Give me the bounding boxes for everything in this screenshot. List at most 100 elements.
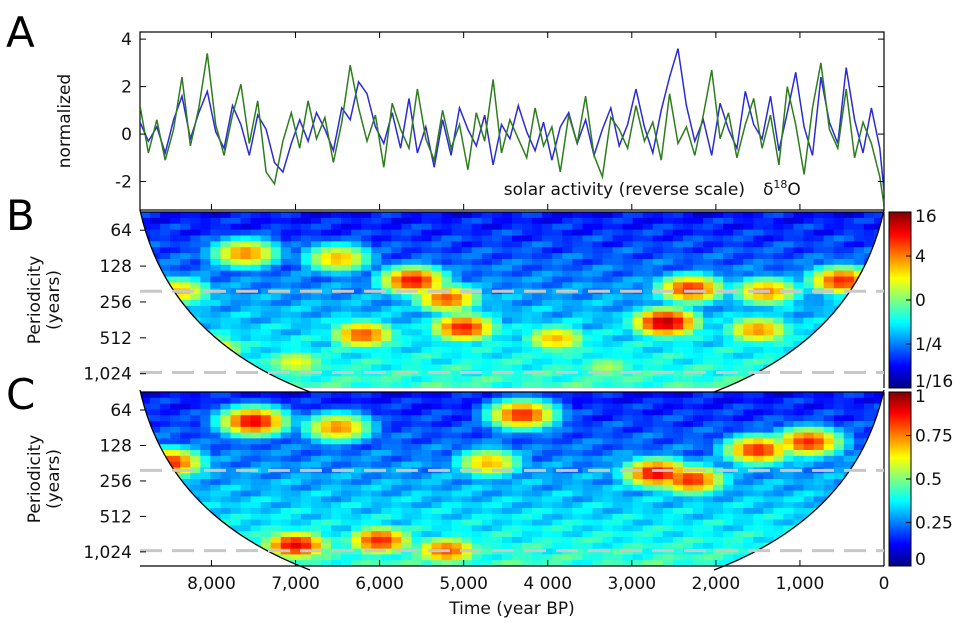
heat-cell — [552, 235, 563, 242]
heat-cell — [170, 444, 181, 451]
heat-cell — [250, 235, 262, 242]
colorbar-label-b-1: 4 — [915, 247, 926, 267]
ytick-label-b-4: 1,024 — [83, 365, 132, 385]
heat-cell — [210, 484, 222, 492]
heat-cell — [652, 364, 664, 371]
heat-cell — [813, 241, 825, 248]
heat-cell — [813, 300, 825, 307]
heat-cell — [662, 300, 674, 307]
heat-cell — [602, 364, 614, 371]
heat-cell — [411, 276, 423, 283]
heat-cell — [411, 300, 423, 307]
heat-cell — [310, 247, 322, 254]
heat-cell — [843, 223, 855, 231]
heat-cell — [522, 444, 533, 451]
heat-cell — [431, 300, 443, 307]
heat-cell — [471, 502, 483, 509]
heat-cell — [662, 364, 674, 371]
heat-cell — [682, 241, 694, 248]
heat-cell — [723, 554, 734, 561]
heat-cell — [662, 317, 674, 325]
heat-cell — [532, 341, 543, 348]
heat-cell — [642, 276, 654, 283]
heat-cell — [632, 264, 644, 272]
heat-cell — [592, 346, 604, 354]
heat-cell — [401, 490, 413, 497]
heat-cell — [260, 415, 272, 422]
heat-cell — [582, 370, 594, 377]
heat-cell — [522, 258, 533, 266]
heat-cell — [411, 253, 423, 260]
heat-cell — [230, 300, 242, 307]
heat-cell — [331, 212, 342, 219]
heat-cell — [310, 508, 322, 515]
heat-cell — [672, 352, 684, 360]
heat-cell — [682, 415, 694, 422]
heat-cell — [150, 403, 161, 410]
heat-cell — [300, 392, 312, 399]
heat-cell — [230, 241, 242, 248]
heat-cell — [733, 403, 744, 410]
heat-cell — [723, 329, 734, 336]
heat-cell — [682, 223, 694, 231]
heat-cell — [642, 317, 654, 325]
heat-cell — [512, 461, 523, 468]
heat-cell — [341, 409, 352, 416]
heat-cell — [411, 329, 423, 336]
heat-cell — [381, 294, 392, 301]
heat-cell — [401, 513, 413, 521]
heat-cell — [632, 335, 644, 342]
heat-cell — [190, 223, 201, 231]
heat-cell — [190, 455, 201, 463]
heat-cell — [763, 358, 774, 366]
heat-cell — [743, 479, 754, 486]
heat-cell — [200, 276, 211, 283]
heat-cell — [773, 525, 785, 532]
heat-cell — [250, 444, 262, 451]
heat-cell — [310, 294, 322, 301]
heat-cell — [512, 415, 523, 422]
heat-cell — [753, 409, 764, 416]
ytick-label-c-2: 256 — [100, 472, 132, 492]
heat-cell — [300, 432, 312, 439]
heat-cell — [662, 235, 674, 242]
heat-cell — [773, 258, 785, 266]
heat-cell — [300, 554, 312, 561]
heat-cell — [592, 542, 604, 550]
heat-cell — [582, 300, 594, 307]
heat-cell — [381, 450, 392, 457]
heat-cell — [833, 212, 845, 219]
heat-cell — [250, 432, 262, 439]
heat-cell — [542, 426, 553, 434]
heat-cell — [562, 537, 573, 544]
heat-cell — [622, 247, 634, 254]
heat-cell — [703, 444, 714, 451]
heat-cell — [250, 323, 262, 330]
heat-cell — [853, 421, 865, 428]
heat-cell — [320, 508, 332, 515]
heat-cell — [371, 479, 382, 486]
heat-cell — [491, 270, 503, 278]
heat-cell — [753, 415, 764, 422]
heat-cell — [823, 403, 835, 410]
heat-cell — [260, 444, 272, 451]
heat-cell — [783, 421, 795, 428]
heat-cell — [763, 276, 774, 283]
heat-cell — [351, 341, 362, 348]
heat-cell — [773, 473, 785, 480]
heat-cell — [793, 264, 805, 272]
heat-cell — [512, 341, 523, 348]
heat-cell — [662, 554, 674, 561]
heat-cell — [682, 311, 694, 319]
heat-cell — [562, 525, 573, 532]
heat-cell — [391, 223, 402, 231]
heat-cell — [692, 496, 704, 503]
heat-cell — [743, 409, 754, 416]
heat-cell — [280, 352, 292, 360]
heat-cell — [723, 525, 734, 532]
heat-cell — [733, 438, 744, 445]
heat-cell — [592, 421, 604, 428]
heat-cell — [310, 276, 322, 283]
heat-cell — [703, 490, 714, 497]
heat-cell — [341, 392, 352, 399]
